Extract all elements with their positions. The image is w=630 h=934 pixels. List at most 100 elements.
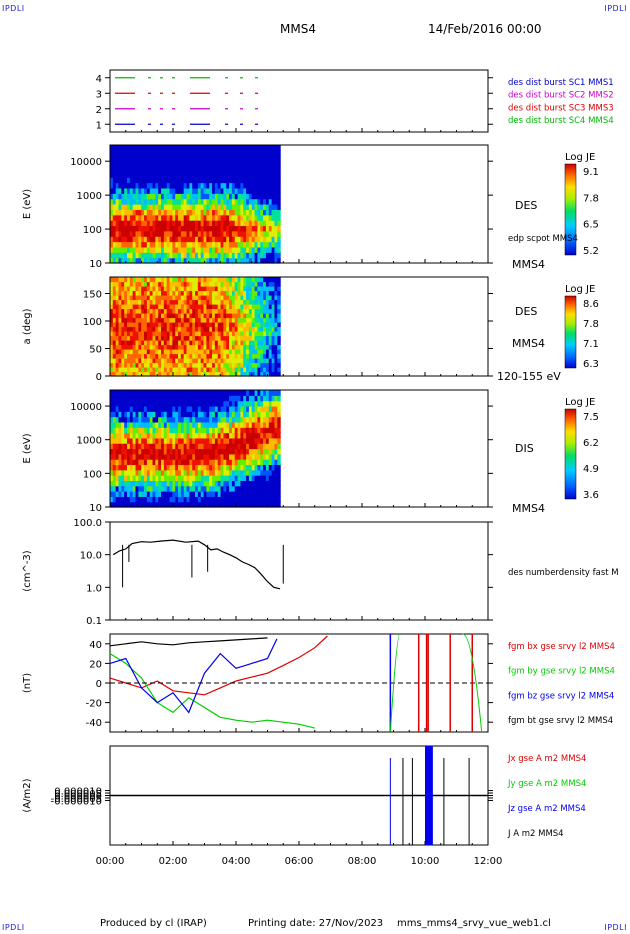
heatmap-cell — [172, 349, 176, 355]
heatmap-cell — [152, 290, 156, 296]
heatmap-cell — [231, 411, 236, 418]
heatmap-cell — [149, 432, 154, 439]
heatmap-cell — [180, 214, 185, 221]
heatmap-cell — [141, 166, 145, 173]
heatmap-cell — [172, 322, 176, 328]
heatmap-cell — [186, 501, 190, 508]
heatmap-cell — [112, 491, 117, 497]
heatmap-cell — [112, 177, 117, 184]
heatmap-cell — [265, 411, 270, 418]
heatmap-cell — [237, 204, 242, 210]
heatmap-cell — [223, 421, 227, 428]
heatmap-cell — [203, 220, 207, 227]
heatmap-cell — [260, 145, 264, 151]
heatmap-cell — [118, 326, 122, 332]
heatmap-cell — [257, 496, 261, 503]
heatmap-cell — [263, 257, 267, 264]
heatmap-cell — [112, 371, 117, 377]
heatmap-cell — [141, 145, 145, 151]
heatmap-cell — [212, 358, 216, 364]
heatmap-cell — [138, 182, 142, 189]
heatmap-cell — [152, 395, 156, 402]
heatmap-cell — [192, 225, 196, 232]
heatmap-cell — [226, 204, 230, 210]
heatmap-cell — [195, 155, 199, 162]
heatmap-cell — [163, 193, 168, 200]
heatmap-cell — [265, 171, 270, 178]
heatmap-cell — [149, 214, 154, 221]
heatmap-cell — [277, 209, 281, 216]
heatmap-cell — [112, 166, 117, 173]
heatmap-cell — [209, 353, 213, 359]
heatmap-cell — [161, 313, 165, 319]
heatmap-cell — [229, 464, 233, 471]
heatmap-cell — [152, 295, 156, 301]
heatmap-cell — [189, 236, 193, 243]
heatmap-cell — [220, 193, 224, 200]
heatmap-cell — [200, 246, 205, 253]
heatmap-cell — [158, 331, 162, 337]
heatmap-cell — [112, 209, 117, 216]
heatmap-cell — [175, 304, 179, 310]
heatmap-cell — [251, 304, 256, 310]
heatmap-cell — [265, 304, 270, 310]
heatmap-cell — [144, 349, 148, 355]
heatmap-cell — [175, 326, 179, 332]
heatmap-cell — [149, 286, 154, 292]
heatmap-cell — [251, 405, 256, 412]
heatmap-cell — [192, 236, 196, 243]
heatmap-cell — [246, 193, 250, 200]
heatmap-cell — [192, 349, 196, 355]
heatmap-cell — [260, 340, 264, 346]
heatmap-cell — [243, 405, 247, 412]
heatmap-cell — [217, 491, 222, 497]
heatmap-cell — [135, 371, 139, 377]
heatmap-cell — [129, 432, 134, 439]
heatmap-cell — [257, 459, 261, 466]
heatmap-cell — [124, 286, 128, 292]
heatmap-cell — [206, 395, 210, 402]
heatmap-cell — [110, 469, 114, 476]
heatmap-cell — [265, 405, 270, 412]
heatmap-cell — [175, 331, 179, 337]
heatmap-cell — [217, 437, 222, 444]
heatmap-cell — [254, 299, 259, 305]
heatmap-cell — [212, 405, 216, 412]
heatmap-cell — [129, 367, 134, 373]
heatmap-cell — [180, 421, 185, 428]
heatmap-cell — [268, 340, 273, 346]
heatmap-cell — [251, 295, 256, 301]
heatmap-cell — [118, 469, 122, 476]
heatmap-cell — [115, 501, 120, 508]
heatmap-cell — [178, 257, 182, 264]
heatmap-cell — [257, 225, 261, 232]
heatmap-cell — [271, 277, 276, 283]
heatmap-cell — [223, 166, 227, 173]
heatmap-cell — [152, 286, 156, 292]
heatmap-cell — [237, 480, 242, 487]
heatmap-cell — [237, 161, 242, 168]
heatmap-cell — [197, 277, 202, 283]
heatmap-cell — [246, 241, 250, 248]
heatmap-cell — [144, 198, 148, 205]
heatmap-cell — [155, 496, 159, 503]
heatmap-cell — [155, 241, 159, 248]
heatmap-cell — [229, 501, 233, 508]
heatmap-cell — [138, 241, 142, 248]
heatmap-cell — [248, 171, 253, 178]
heatmap-cell — [129, 286, 134, 292]
heatmap-cell — [234, 367, 239, 373]
heatmap-cell — [110, 313, 114, 319]
heatmap-cell — [214, 182, 219, 189]
heatmap-cell — [186, 421, 190, 428]
heatmap-cell — [124, 491, 128, 497]
heatmap-cell — [226, 246, 230, 253]
y-tick-label: 10000 — [70, 157, 102, 168]
heatmap-cell — [175, 344, 179, 350]
heatmap-cell — [127, 308, 131, 314]
heatmap-cell — [277, 241, 281, 248]
heatmap-cell — [197, 453, 202, 460]
heatmap-cell — [229, 193, 233, 200]
heatmap-cell — [265, 469, 270, 476]
heatmap-cell — [138, 230, 142, 237]
